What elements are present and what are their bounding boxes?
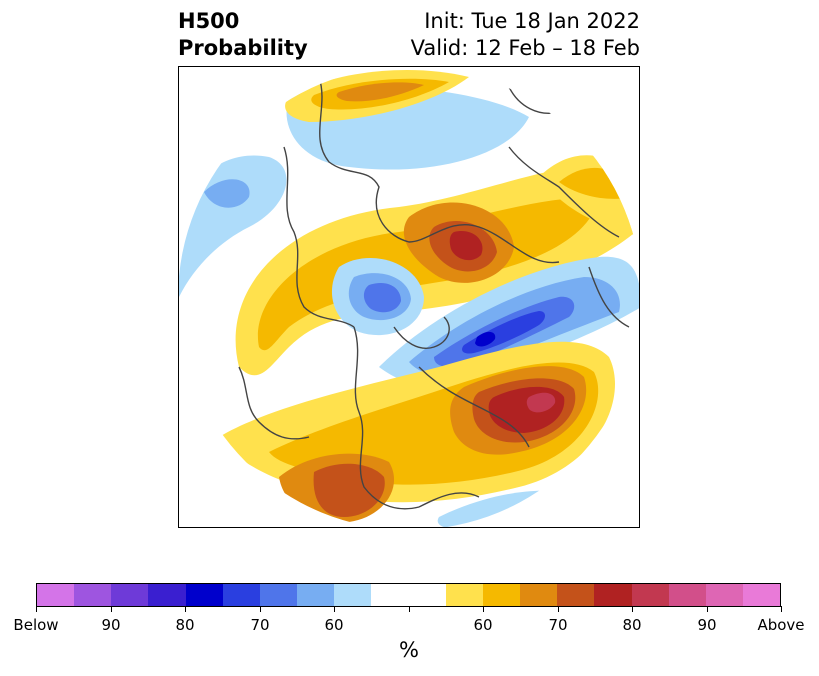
- below-anomaly-pacific-trough-max: [475, 331, 496, 347]
- above-anomaly-central-band-inner: [257, 197, 599, 351]
- title-field-name: H500: [178, 9, 240, 33]
- colorbar-segment: [520, 584, 558, 606]
- colorbar-tick-label: Above: [757, 616, 805, 634]
- init-date-label: Init: Tue 18 Jan 2022: [424, 9, 640, 33]
- colorbar-segment: [668, 584, 706, 606]
- colorbar-tick: [260, 606, 261, 612]
- colorbar-tick-label: 60: [324, 616, 344, 634]
- colorbar-tick-label: 70: [250, 616, 270, 634]
- colorbar-segment: [482, 584, 521, 606]
- colorbar-segment: [74, 584, 112, 606]
- colorbar-segment: [334, 584, 372, 606]
- colorbar-tick: [632, 606, 633, 612]
- colorbar: [36, 583, 781, 607]
- colorbar-tick: [558, 606, 559, 612]
- colorbar-segment: [371, 584, 409, 606]
- below-anomaly-pole-core: [363, 282, 401, 313]
- colorbar-segment: [185, 584, 223, 606]
- colorbar-tick-label: 80: [622, 616, 642, 634]
- probability-map: [178, 66, 640, 528]
- colorbar-segment: [222, 584, 260, 606]
- colorbar-tick: [707, 606, 708, 612]
- colorbar-segment: [111, 584, 149, 606]
- colorbar-segment: [408, 584, 446, 606]
- colorbar-segment: [631, 584, 669, 606]
- colorbar-tick: [334, 606, 335, 612]
- colorbar-segment: [705, 584, 743, 606]
- colorbar-unit-label: %: [399, 638, 419, 662]
- colorbar-segment: [557, 584, 595, 606]
- colorbar-tick: [111, 606, 112, 612]
- colorbar-tick-label: 80: [175, 616, 195, 634]
- colorbar-tick-label: 60: [473, 616, 493, 634]
- colorbar-tick: [483, 606, 484, 612]
- colorbar-tick-label: 70: [548, 616, 568, 634]
- title-right: Init: Tue 18 Jan 2022 Valid: 12 Feb – 18…: [411, 8, 640, 62]
- coastlines: [238, 76, 630, 510]
- below-anomaly-west-core: [204, 179, 250, 208]
- colorbar-segment: [742, 584, 781, 606]
- colorbar-segment: [445, 584, 483, 606]
- valid-date-label: Valid: 12 Feb – 18 Feb: [410, 36, 640, 60]
- above-anomaly-europe-top-core: [336, 82, 424, 102]
- colorbar-segment: [259, 584, 298, 606]
- title-product-name: Probability: [178, 36, 308, 60]
- colorbar-tick-label: 90: [697, 616, 717, 634]
- map-canvas: [179, 67, 639, 527]
- title-left: H500 Probability: [178, 8, 308, 62]
- colorbar-segment: [37, 584, 75, 606]
- above-anomaly-siberia-peak: [449, 231, 483, 261]
- colorbar-tick-label: Below: [13, 616, 59, 634]
- colorbar-tick: [36, 606, 37, 612]
- above-anomaly-sw-us-core: [313, 463, 385, 517]
- colorbar-tick: [409, 606, 410, 612]
- above-anomaly-atlantic-max: [526, 392, 556, 413]
- colorbar-tick-label: 90: [101, 616, 121, 634]
- colorbar-segment: [297, 584, 335, 606]
- colorbar-tick: [781, 606, 782, 612]
- colorbar-segment: [594, 584, 632, 606]
- colorbar-segment: [148, 584, 186, 606]
- colorbar-tick: [185, 606, 186, 612]
